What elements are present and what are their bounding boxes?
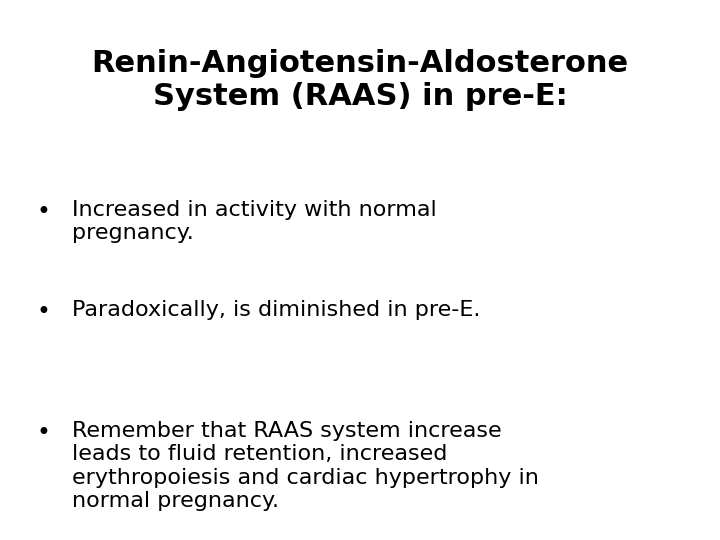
Text: Remember that RAAS system increase
leads to fluid retention, increased
erythropo: Remember that RAAS system increase leads… [72, 421, 539, 511]
Text: Increased in activity with normal
pregnancy.: Increased in activity with normal pregna… [72, 200, 437, 243]
Text: •: • [36, 200, 50, 224]
Text: •: • [36, 421, 50, 445]
Text: Renin-Angiotensin-Aldosterone
System (RAAS) in pre-E:: Renin-Angiotensin-Aldosterone System (RA… [91, 49, 629, 111]
Text: Paradoxically, is diminished in pre-E.: Paradoxically, is diminished in pre-E. [72, 300, 480, 320]
Text: •: • [36, 300, 50, 323]
